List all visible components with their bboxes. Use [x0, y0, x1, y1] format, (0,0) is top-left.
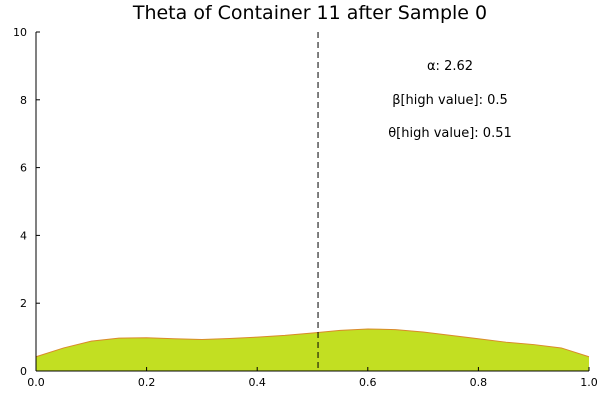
y-axis: 0 2 4 6 8 10	[13, 26, 40, 378]
annotations: α: 2.62 β[high value]: 0.5 θ[high value]: …	[388, 59, 512, 141]
y-tick-label: 10	[13, 26, 27, 39]
x-tick-label: 0.6	[359, 376, 377, 389]
x-tick-label: 0.2	[138, 376, 156, 389]
y-tick-label: 4	[20, 229, 27, 242]
density-area	[36, 328, 589, 371]
x-tick-label: 0.0	[27, 376, 45, 389]
y-tick-label: 8	[20, 94, 27, 107]
y-tick-label: 2	[20, 297, 27, 310]
x-axis: 0.0 0.2 0.4 0.6 0.8 1.0	[27, 367, 598, 389]
y-tick-label: 6	[20, 162, 27, 175]
density-edge	[35, 328, 590, 358]
x-tick-label: 1.0	[580, 376, 598, 389]
plot-area	[35, 32, 590, 371]
x-tick-label: 0.4	[248, 376, 266, 389]
annotation-text: α: 2.62	[427, 59, 473, 74]
annotation-text: θ[high value]: 0.51	[388, 126, 512, 141]
chart-title: Theta of Container 11 after Sample 0	[132, 2, 487, 24]
x-tick-label: 0.8	[470, 376, 488, 389]
y-tick-label: 0	[20, 365, 27, 378]
annotation-text: β[high value]: 0.5	[392, 93, 508, 108]
